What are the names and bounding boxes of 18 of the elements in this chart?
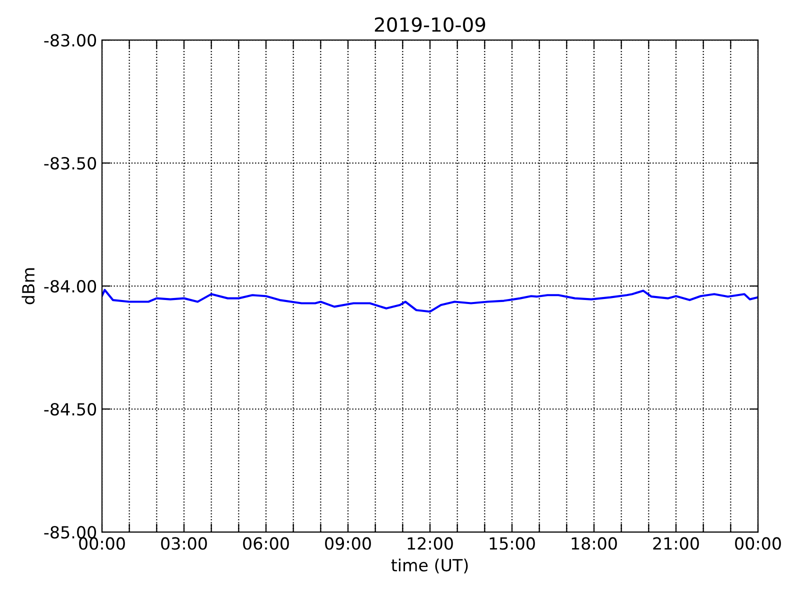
x-tick-label: 12:00	[408, 537, 453, 550]
y-tick-label: -84.00	[44, 280, 96, 293]
x-tick-label: 00:00	[735, 537, 781, 550]
chart-title: 2019-10-09	[374, 17, 486, 32]
line-series	[102, 288, 758, 313]
x-tick-label: 15:00	[490, 537, 535, 550]
y-tick-label: -83.50	[44, 156, 96, 170]
y-tick-label: -84.50	[44, 402, 96, 416]
x-tick-label: 00:00	[79, 537, 125, 550]
x-tick-label: 03:00	[161, 537, 207, 550]
x-tick-label: 06:00	[243, 537, 289, 550]
x-tick-label: 18:00	[572, 537, 617, 550]
y-axis-title: dBm	[22, 268, 35, 304]
x-tick-label: 21:00	[653, 537, 699, 550]
x-axis-title: time (UT)	[391, 558, 468, 574]
x-tick-label: 09:00	[325, 537, 371, 550]
y-tick-label: -83.00	[44, 34, 96, 47]
y-tick-label: -85.00	[44, 526, 96, 539]
